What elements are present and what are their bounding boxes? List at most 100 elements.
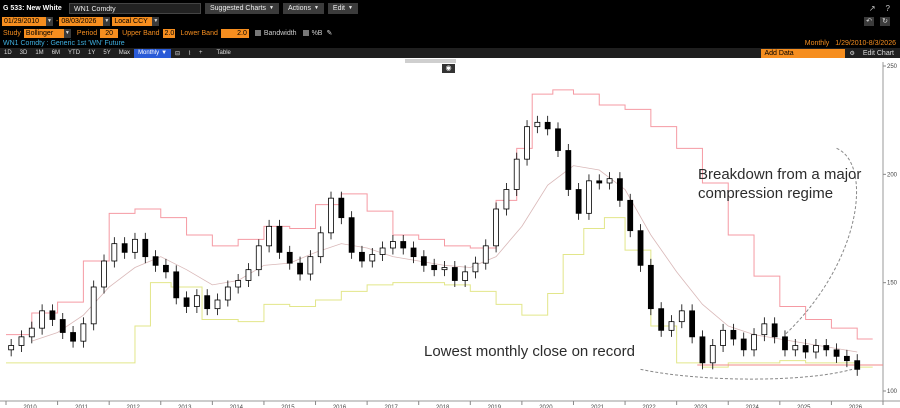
lowest-close-annotation: Lowest monthly close on record: [424, 343, 635, 360]
period-ytd[interactable]: YTD: [68, 50, 81, 56]
currency-field[interactable]: Local CCY: [112, 17, 153, 26]
add-data-field[interactable]: Add Data: [761, 48, 846, 58]
candle-body: [111, 243, 118, 262]
candle-body: [586, 180, 592, 214]
period-1y[interactable]: 1Y: [88, 50, 96, 56]
candle-body: [183, 297, 190, 307]
line-style-icon[interactable]: ⌇: [188, 50, 191, 57]
settings-icon[interactable]: ⚙: [849, 50, 855, 57]
chevron-down-icon: ▼: [161, 49, 168, 56]
study-bar: Study Bollinger ▼ Period 20 Upper Band 2…: [0, 27, 900, 39]
period-3d[interactable]: 3D: [19, 50, 28, 56]
period-field[interactable]: 20: [100, 28, 119, 38]
candle-body: [503, 189, 510, 210]
candle-body: [565, 150, 572, 190]
x-tick-label: 2011: [75, 405, 89, 408]
candle-body: [70, 332, 76, 342]
x-tick-label: 2018: [436, 405, 450, 408]
x-tick-label: 2025: [797, 405, 811, 408]
candle-body: [193, 295, 200, 307]
candle-body: [823, 345, 830, 351]
candle-body: [843, 355, 850, 362]
undo-icon[interactable]: ↶: [864, 17, 874, 26]
bandwidth-label: Bandwidth: [263, 29, 297, 37]
currency-dropdown[interactable]: ▼: [152, 17, 160, 26]
period-6m[interactable]: 6M: [51, 50, 61, 56]
panel-handle[interactable]: [405, 59, 456, 63]
candle-body: [214, 299, 221, 310]
chart-type-icon[interactable]: ⊟: [175, 50, 181, 57]
x-tick-label: 2024: [746, 405, 760, 408]
bandwidth-checkbox[interactable]: [254, 30, 261, 36]
candle-body: [8, 345, 15, 351]
candle-body: [245, 269, 252, 281]
candle-body: [348, 217, 355, 253]
candle-body: [390, 241, 396, 249]
candle-body: [441, 267, 448, 271]
candle-body: [833, 349, 840, 357]
candle-body: [740, 338, 747, 351]
camera-icon[interactable]: ◉: [442, 64, 455, 73]
candle-body: [18, 336, 25, 346]
period-5y[interactable]: 5Y: [103, 50, 111, 56]
add-icon[interactable]: +: [199, 50, 203, 56]
x-tick-label: 2012: [126, 405, 140, 408]
candle-body: [132, 238, 138, 253]
breakdown-annotation: Breakdown from a major compression regim…: [698, 165, 861, 203]
candle-body: [462, 271, 469, 281]
price-chart[interactable]: 100 150 200 250 2010 2011 2012 2013 2014 2015 2016…: [0, 58, 900, 408]
chevron-down-icon: ▼: [347, 5, 353, 11]
end-date-field[interactable]: 08/03/2026: [59, 17, 104, 26]
breakdown-arrow: [784, 147, 858, 336]
popout-icon[interactable]: ↗: [868, 3, 876, 13]
table-button[interactable]: Table: [216, 50, 231, 56]
suggested-charts-button[interactable]: Suggested Charts ▼: [205, 2, 279, 14]
upper-band-field[interactable]: 2.0: [162, 28, 175, 38]
refresh-icon[interactable]: ↻: [880, 17, 890, 26]
end-date-dropdown[interactable]: ▼: [103, 17, 111, 26]
x-tick-label: 2020: [539, 405, 553, 408]
breakdown-line-2: compression regime: [698, 185, 834, 202]
candle-body: [451, 267, 458, 281]
period-1d[interactable]: 1D: [4, 50, 12, 56]
x-tick-label: 2014: [230, 405, 244, 408]
candle-body: [28, 327, 35, 338]
chart-svg: 100 150 200 250 2010 2011 2012 2013 2014 2015 2016…: [0, 62, 900, 408]
x-tick-label: 2023: [694, 405, 708, 408]
edit-chart-button[interactable]: Edit Chart: [862, 49, 894, 57]
lower-band-field[interactable]: 2.0: [220, 28, 249, 38]
candle-body: [49, 310, 56, 320]
candle-body: [524, 126, 530, 160]
candle-body: [658, 308, 665, 331]
frequency-label: Monthly: [804, 40, 830, 47]
edit-button[interactable]: Edit ▼: [327, 2, 358, 14]
pctb-checkbox[interactable]: [302, 30, 309, 36]
y-tick-label: 150: [887, 281, 898, 287]
pctb-label: %B: [311, 29, 323, 37]
study-label: Study: [3, 29, 21, 37]
start-date-dropdown[interactable]: ▼: [46, 17, 53, 26]
pencil-icon[interactable]: ✎: [326, 30, 333, 37]
candle-body: [173, 271, 180, 299]
period-max[interactable]: Max: [118, 50, 131, 56]
frequency-dropdown[interactable]: Monthly ▼: [134, 48, 172, 58]
start-date-field[interactable]: 01/29/2010: [2, 17, 46, 26]
candle-body: [802, 345, 809, 353]
candle-body: [235, 280, 242, 288]
candle-body: [482, 245, 489, 264]
study-field[interactable]: Bollinger: [23, 28, 64, 38]
candle-body: [555, 128, 561, 151]
candle-body: [544, 121, 551, 130]
candle-body: [266, 225, 273, 247]
candle-body: [80, 323, 87, 342]
study-dropdown[interactable]: ▼: [63, 28, 71, 38]
period-1m[interactable]: 1M: [35, 50, 44, 56]
candle-body: [400, 241, 407, 249]
y-tick-label: 200: [887, 172, 898, 178]
actions-button[interactable]: Actions ▼: [283, 2, 324, 14]
help-icon[interactable]: ?: [885, 3, 890, 13]
ticker-input[interactable]: WN1 Comdty: [69, 2, 201, 14]
date-range-bar: 01/29/2010 ▼ - 08/03/2026 ▼ Local CCY ▼ …: [0, 16, 900, 27]
x-tick-label: 2016: [333, 405, 347, 408]
lower-band-line: [6, 217, 873, 368]
